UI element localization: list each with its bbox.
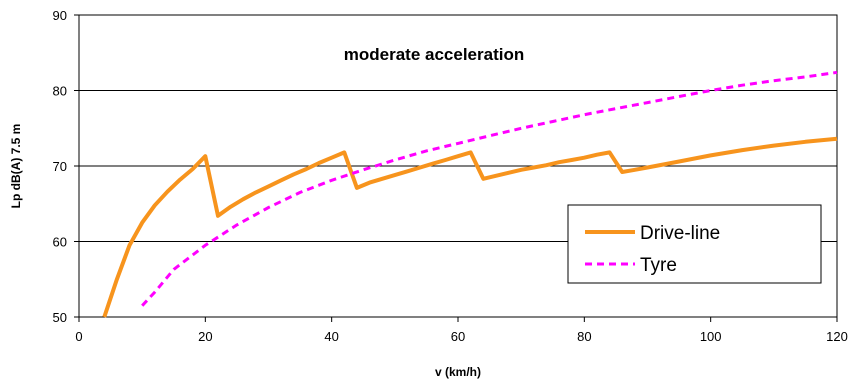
y-tick-label: 60 [53,235,67,250]
x-tick-label: 80 [577,329,591,344]
x-tick-label: 120 [826,329,848,344]
legend-label-drive-line: Drive-line [640,223,720,244]
legend-label-tyre: Tyre [640,255,677,276]
series-line-tyre [141,70,838,307]
x-tick-label: 40 [324,329,338,344]
y-tick-label: 80 [53,84,67,99]
x-axis-ticks: 0 20 40 60 80 100 120 [75,317,848,344]
x-tick-label: 60 [451,329,465,344]
x-tick-label: 0 [75,329,82,344]
series-group [102,70,838,318]
y-axis-ticks: 50 60 70 80 90 [53,8,79,325]
chart-title: moderate acceleration [344,45,524,64]
y-tick-label: 50 [53,310,67,325]
x-tick-label: 20 [198,329,212,344]
x-axis-label: v (km/h) [435,365,481,379]
y-tick-label: 70 [53,159,67,174]
series-line-drive-line [102,136,838,318]
x-tick-label: 100 [700,329,722,344]
legend: Drive-line Tyre [567,204,822,284]
y-axis-label: Lp dB(A) 7.5 m [9,124,23,209]
y-tick-label: 90 [53,8,67,23]
legend-box [567,204,822,284]
